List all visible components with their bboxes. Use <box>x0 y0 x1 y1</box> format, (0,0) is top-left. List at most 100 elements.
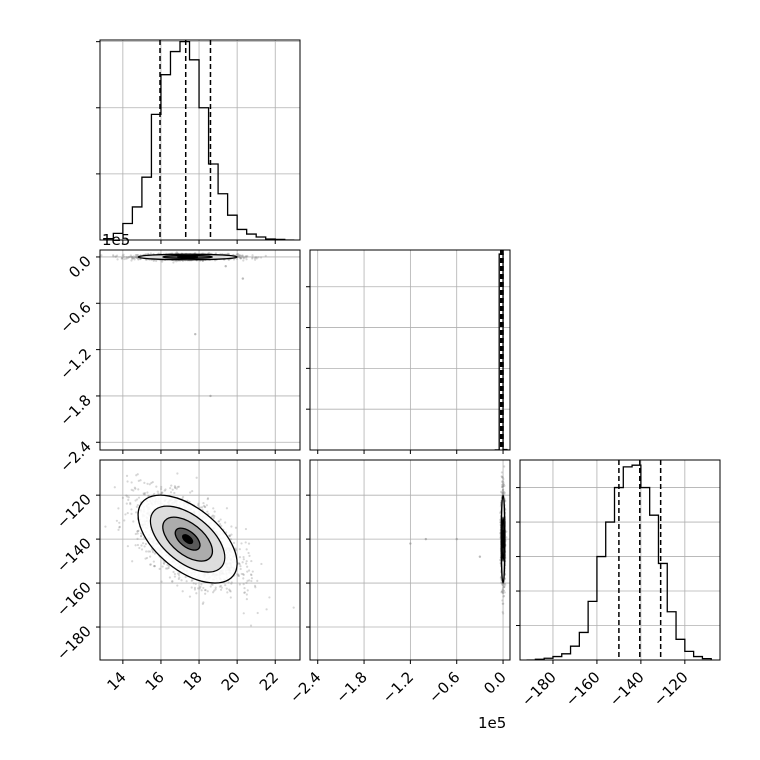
scatter-point <box>245 548 248 551</box>
scatter-point <box>202 601 205 604</box>
scatter-point <box>204 588 207 592</box>
scatter-panel-param-2-vs-1: 0.0−0.6−1.2−1.8−2.4 <box>56 249 301 476</box>
scatter-point <box>189 491 192 494</box>
scatter-point <box>177 573 181 577</box>
scatter-point <box>160 492 163 495</box>
scatter-point <box>162 562 166 565</box>
scatter-point <box>136 543 140 547</box>
scatter-point <box>130 259 133 262</box>
scatter-point <box>228 535 231 538</box>
scatter-point <box>501 491 504 494</box>
scatter-point <box>170 580 174 583</box>
scatter-point <box>134 544 137 547</box>
scatter-point <box>245 598 248 601</box>
scatter-point <box>146 491 149 494</box>
scatter-point <box>129 254 132 257</box>
scatter-point <box>157 492 160 495</box>
scatter-point <box>213 589 216 592</box>
scatter-point <box>173 491 176 495</box>
scatter-point <box>143 481 146 485</box>
scatter-point <box>501 483 505 486</box>
scatter-point <box>499 490 503 494</box>
scatter-point <box>502 589 505 592</box>
scatter-point <box>125 474 129 477</box>
scatter-point <box>136 254 139 257</box>
scatter-point <box>240 254 243 257</box>
scatter-point <box>243 587 246 590</box>
scatter-point <box>169 487 172 490</box>
scatter-point <box>257 256 260 259</box>
scatter-point <box>168 576 172 579</box>
scatter-point <box>230 581 233 584</box>
scatter-point <box>169 491 173 494</box>
scatter-point <box>126 257 129 260</box>
scatter-point <box>113 486 116 489</box>
scatter-point <box>244 255 247 258</box>
scatter-point <box>176 472 179 475</box>
scatter-point <box>253 258 257 261</box>
scatter-point <box>251 257 254 260</box>
scatter-point <box>206 510 209 513</box>
scatter-point <box>117 528 120 531</box>
scatter-point <box>114 255 118 258</box>
scatter-point <box>165 567 168 570</box>
scatter-point <box>245 593 248 596</box>
scatter-point <box>240 572 243 576</box>
scatter-point <box>153 564 156 568</box>
scatter-point <box>242 256 245 259</box>
scatter-point <box>292 606 295 609</box>
scatter-point <box>122 253 125 256</box>
scatter-point <box>131 256 134 259</box>
scatter-point <box>209 585 212 588</box>
scatter-point <box>248 569 251 572</box>
scatter-point <box>253 584 257 587</box>
scatter-point <box>143 545 146 548</box>
scatter-point <box>115 254 119 257</box>
scatter-point <box>126 495 129 498</box>
scatter-point <box>207 512 210 516</box>
scatter-point <box>248 579 251 582</box>
scatter-point <box>229 590 232 593</box>
scatter-point <box>124 513 127 516</box>
scatter-point <box>149 555 152 558</box>
scatter-point <box>504 499 507 503</box>
scatter-point <box>139 535 143 538</box>
scatter-point <box>242 573 245 576</box>
scatter-point <box>502 490 505 493</box>
scatter-point <box>148 550 152 553</box>
scatter-point <box>228 534 231 537</box>
scatter-point <box>203 505 206 508</box>
scatter-point <box>242 259 245 262</box>
scatter-point <box>134 256 137 259</box>
scatter-point <box>501 480 504 483</box>
scatter-point <box>205 504 208 507</box>
histogram-panel-param-1 <box>96 39 301 244</box>
histogram-bar <box>190 60 200 240</box>
y-tick-label: −2.4 <box>56 437 94 475</box>
scatter-point <box>176 572 180 575</box>
scatter-point <box>173 575 177 578</box>
scatter-point <box>144 542 147 546</box>
scatter-point <box>177 485 181 488</box>
scatter-point <box>228 534 231 537</box>
scatter-point <box>125 257 128 260</box>
scatter-point <box>184 575 187 579</box>
scatter-point <box>243 257 246 260</box>
scatter-point <box>206 590 209 593</box>
y-tick-label: −180 <box>53 622 95 664</box>
scatter-point <box>501 599 504 602</box>
scatter-point <box>245 258 248 261</box>
histogram-bar <box>161 75 171 240</box>
scatter-point <box>178 576 181 579</box>
scatter-point <box>93 256 95 258</box>
scatter-point <box>136 532 139 535</box>
scatter-point <box>191 578 194 582</box>
scatter-point <box>505 530 508 533</box>
scatter-point <box>230 525 233 528</box>
scatter-point <box>210 583 213 586</box>
scatter-point <box>265 608 268 611</box>
scatter-point <box>197 504 200 507</box>
scatter-point <box>153 552 157 555</box>
scatter-panel-param-3-vs-2: −2.4 −1.8 −1.2 −0.6 0.0 <box>286 459 511 707</box>
scatter-point <box>212 516 215 520</box>
